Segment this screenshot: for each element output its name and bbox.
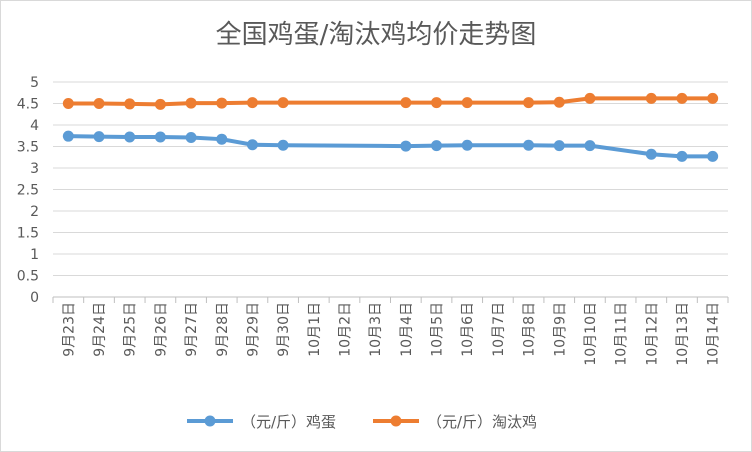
data-point	[431, 97, 443, 109]
x-tick-label: 10月10日	[583, 302, 599, 366]
x-tick-label: 10月2日	[337, 302, 353, 357]
y-tick-label: 1.5	[17, 226, 39, 242]
data-point	[431, 140, 443, 152]
x-tick-label: 10月6日	[460, 302, 476, 357]
data-point	[185, 131, 197, 143]
data-point	[93, 98, 105, 109]
x-tick-label: 10月11日	[614, 302, 630, 366]
legend-label: （元/斤）鸡蛋	[241, 413, 336, 431]
y-tick-label: 3.5	[17, 140, 39, 156]
series-lines	[62, 92, 719, 162]
x-tick-label: 9月28日	[215, 302, 231, 357]
chart-title: 全国鸡蛋/淘汰鸡均价走势图	[216, 20, 537, 50]
data-point	[62, 98, 74, 109]
y-tick-label: 5	[30, 75, 39, 91]
y-tick-label: 4	[30, 118, 39, 134]
x-tick-label: 10月5日	[430, 302, 446, 357]
x-tick-label: 9月27日	[184, 302, 200, 357]
x-tick-label: 10月4日	[399, 302, 415, 357]
data-point	[246, 139, 258, 151]
data-point	[124, 98, 136, 110]
legend-item-1: （元/斤）鸡蛋	[187, 413, 336, 431]
legend-item-2: （元/斤）淘汰鸡	[373, 413, 537, 431]
series-1	[62, 130, 719, 162]
data-point	[124, 131, 136, 143]
y-tick-label: 3	[30, 161, 39, 177]
data-point	[707, 150, 719, 162]
data-point	[62, 130, 74, 142]
data-point	[216, 133, 228, 145]
data-point	[645, 148, 657, 160]
x-tick-label: 10月9日	[552, 302, 568, 357]
y-tick-label: 0	[30, 290, 39, 306]
x-tick-label: 9月29日	[245, 302, 261, 357]
data-point	[523, 139, 535, 151]
x-tick-label: 10月3日	[368, 302, 384, 357]
axes: 0 0.5 1 1.5 2 2.5 3 3.5 4 4.5 5 9月23日 9月24日 9月25日 9月26…	[17, 75, 729, 366]
data-point	[400, 97, 412, 109]
x-tick-label: 10月14日	[706, 302, 722, 366]
data-point	[676, 92, 688, 104]
data-point	[553, 140, 565, 152]
y-tick-label: 1	[30, 247, 39, 263]
data-point	[461, 97, 473, 109]
data-point	[676, 150, 688, 162]
series-line-segment	[281, 143, 408, 149]
y-tick-label: 0.5	[17, 269, 39, 285]
data-point	[185, 97, 197, 109]
legend-swatch-marker	[204, 415, 216, 427]
x-tick-label: 10月7日	[491, 302, 507, 357]
series-2	[62, 92, 719, 110]
data-point	[523, 97, 535, 109]
y-tick-label: 2	[30, 204, 39, 220]
y-tick-label: 2.5	[17, 183, 39, 199]
data-point	[707, 92, 719, 104]
data-point	[154, 131, 166, 143]
x-tick-label: 9月24日	[92, 302, 108, 357]
data-point	[553, 96, 565, 108]
x-tick-label: 9月26日	[153, 302, 169, 357]
x-tick-label: 10月13日	[675, 302, 691, 366]
legend-swatch-marker	[390, 415, 402, 427]
data-point	[216, 97, 228, 109]
data-point	[461, 139, 473, 151]
data-point	[277, 97, 289, 109]
x-tick-label: 9月23日	[61, 302, 77, 357]
data-point	[246, 97, 258, 109]
data-point	[645, 92, 657, 104]
legend-label: （元/斤）淘汰鸡	[427, 413, 537, 431]
data-point	[584, 140, 596, 152]
x-tick-label: 10月12日	[644, 302, 660, 366]
data-point	[400, 140, 412, 152]
data-point	[584, 92, 596, 104]
x-tick-label: 9月30日	[276, 302, 292, 357]
data-point	[154, 98, 166, 110]
series-line-segment	[587, 143, 654, 157]
y-tick-label: 4.5	[17, 97, 39, 113]
x-tick-label: 9月25日	[123, 302, 139, 357]
x-tick-label: 10月8日	[522, 302, 538, 357]
data-point	[277, 139, 289, 151]
x-tick-label: 10月1日	[307, 302, 323, 357]
gridlines	[53, 81, 728, 298]
legend: （元/斤）鸡蛋 （元/斤）淘汰鸡	[187, 413, 537, 431]
data-point	[93, 131, 105, 143]
